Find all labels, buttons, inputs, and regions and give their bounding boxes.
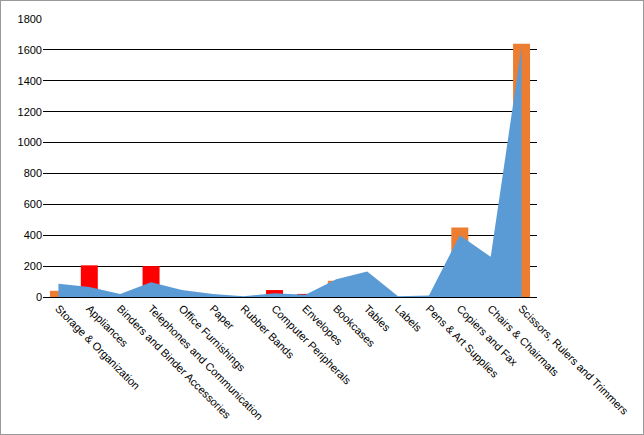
svg-text:Office Furnishings: Office Furnishings	[177, 303, 248, 374]
svg-text:Rubber Bands: Rubber Bands	[238, 303, 297, 362]
svg-text:Scissors, Rulers and Trimmers: Scissors, Rulers and Trimmers	[516, 303, 631, 418]
svg-text:Appliances: Appliances	[84, 303, 131, 350]
svg-text:0: 0	[36, 291, 42, 303]
svg-text:Labels: Labels	[393, 303, 425, 335]
svg-text:600: 600	[24, 198, 42, 210]
svg-text:Telephones and Communication: Telephones and Communication	[146, 303, 266, 423]
svg-text:400: 400	[24, 229, 42, 241]
svg-text:1600: 1600	[18, 44, 42, 56]
svg-text:Binders and Binder Accessories: Binders and Binder Accessories	[115, 303, 234, 422]
svg-text:800: 800	[24, 167, 42, 179]
svg-text:Pens & Art Supplies: Pens & Art Supplies	[424, 303, 502, 381]
svg-text:Storage & Organization: Storage & Organization	[53, 303, 142, 392]
svg-text:Envelopes: Envelopes	[300, 303, 345, 348]
svg-text:Tables: Tables	[362, 303, 393, 334]
svg-text:Bookcases: Bookcases	[331, 303, 378, 350]
svg-text:1400: 1400	[18, 75, 42, 87]
svg-text:Paper: Paper	[208, 303, 237, 332]
svg-text:Chairs & Chairmats: Chairs & Chairmats	[485, 303, 561, 379]
svg-text:Copiers and Fax: Copiers and Fax	[455, 303, 521, 369]
svg-text:1200: 1200	[18, 106, 42, 118]
svg-text:1800: 1800	[18, 13, 42, 25]
svg-text:1000: 1000	[18, 136, 42, 148]
svg-text:200: 200	[24, 260, 42, 272]
svg-text:Computer Peripherals: Computer Peripherals	[269, 303, 353, 387]
